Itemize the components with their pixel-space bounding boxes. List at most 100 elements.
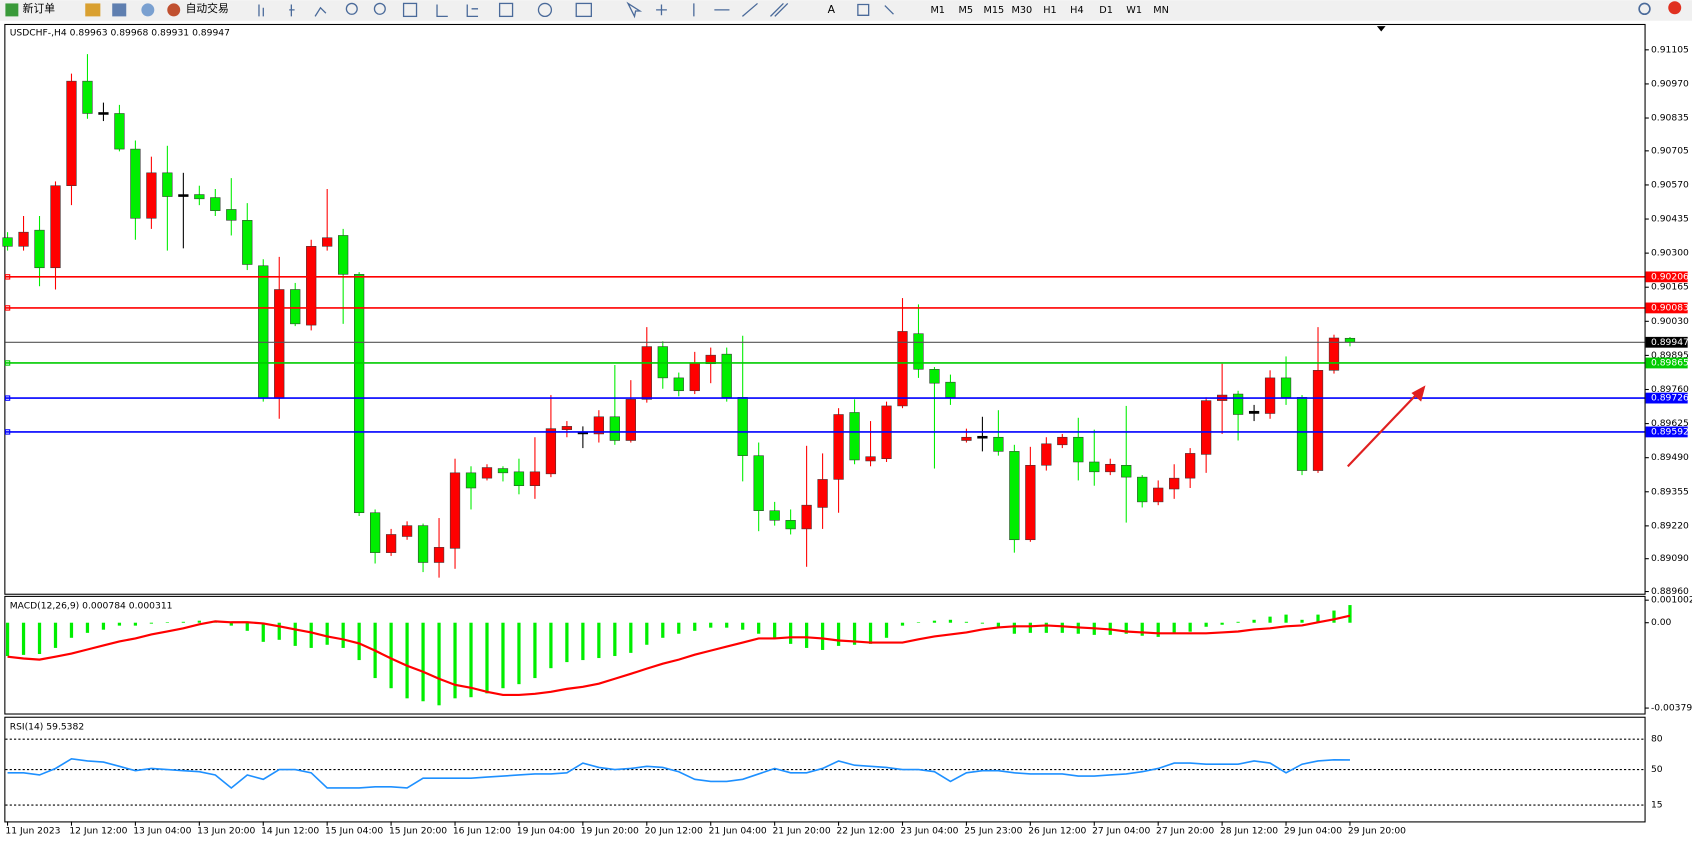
level-label-bg bbox=[1645, 302, 1688, 314]
x-tick-label: 29 Jun 20:00 bbox=[1348, 826, 1406, 837]
level-marker bbox=[4, 395, 11, 401]
chart-type-icons[interactable] bbox=[258, 4, 327, 17]
x-tick-label: 13 Jun 04:00 bbox=[133, 826, 191, 837]
candle-body bbox=[801, 504, 812, 530]
x-tick-label: 19 Jun 04:00 bbox=[517, 826, 575, 837]
candle-body bbox=[1328, 337, 1340, 371]
candle-body bbox=[481, 467, 493, 479]
y-tick-label: 0.91105 bbox=[1651, 44, 1689, 55]
drawing-tools[interactable] bbox=[626, 1, 894, 19]
macd-bar bbox=[149, 622, 154, 624]
auto-trade-icon[interactable] bbox=[167, 3, 181, 17]
plot: 0.91105 0.90970 0.90835 0.90705 0.90570 0.904… bbox=[2, 44, 1692, 837]
close: 0.89947 bbox=[192, 27, 230, 38]
text-tool[interactable]: A bbox=[828, 3, 836, 16]
x-tick-label: 16 Jun 12:00 bbox=[453, 826, 511, 837]
toolbar-icon[interactable] bbox=[141, 3, 155, 17]
new-order-button[interactable]: 新订单 bbox=[23, 2, 56, 15]
new-order-icon[interactable] bbox=[5, 3, 19, 17]
timeframe-button[interactable]: D1 bbox=[1099, 5, 1113, 16]
candle-body bbox=[306, 246, 317, 326]
candle-body bbox=[977, 435, 988, 439]
macd-bar bbox=[341, 622, 345, 648]
candle-body bbox=[18, 231, 29, 247]
candle-body bbox=[1009, 451, 1020, 541]
timeframe-button[interactable]: H1 bbox=[1043, 5, 1056, 16]
timeframe-button[interactable]: M30 bbox=[1012, 5, 1033, 16]
candle-body bbox=[114, 113, 125, 150]
macd-bar bbox=[661, 622, 665, 638]
scroll-icons[interactable] bbox=[436, 4, 479, 18]
candle-body bbox=[1232, 393, 1244, 415]
auto-trade-button[interactable]: 自动交易 bbox=[186, 2, 229, 15]
macd-bar bbox=[469, 622, 473, 698]
timeframe-button[interactable]: M1 bbox=[930, 5, 945, 16]
y-tick-label: 0.89220 bbox=[1651, 520, 1689, 531]
indicators[interactable] bbox=[498, 2, 514, 18]
timeframe-button[interactable]: W1 bbox=[1126, 5, 1142, 16]
macd-bar bbox=[453, 622, 457, 699]
y-tick-label: 50 bbox=[1651, 764, 1663, 775]
templates[interactable] bbox=[575, 2, 592, 18]
y-tick-label: 0.89625 bbox=[1651, 418, 1689, 429]
candle-body bbox=[242, 220, 253, 265]
candle-body bbox=[1137, 476, 1148, 503]
macd-bar bbox=[37, 622, 42, 654]
zoom-out[interactable] bbox=[373, 2, 386, 15]
candle-body bbox=[993, 436, 1004, 452]
arrow-shaft bbox=[1346, 394, 1417, 468]
toolbar-icon[interactable] bbox=[85, 3, 101, 17]
macd-bar bbox=[165, 622, 169, 623]
candle-body bbox=[258, 265, 269, 399]
macd-bar bbox=[501, 622, 505, 689]
candle-body bbox=[1169, 477, 1180, 490]
timeframe-button[interactable]: M5 bbox=[959, 5, 974, 16]
bid-label: 0.89947 bbox=[1651, 337, 1689, 348]
candle-body bbox=[1041, 443, 1052, 466]
level-label: 0.89592 bbox=[1651, 426, 1689, 437]
x-tick-label: 25 Jun 23:00 bbox=[964, 826, 1022, 837]
chart-header: USDCHF-,H4 0.89963 0.89968 0.89931 0.899… bbox=[10, 27, 230, 38]
y-tick-label: 0.00 bbox=[1651, 617, 1672, 628]
candle-body bbox=[2, 237, 13, 247]
macd-bar bbox=[405, 622, 409, 699]
candle-body bbox=[130, 148, 141, 219]
y-tick-label: 15 bbox=[1651, 800, 1663, 811]
x-tick-label: 22 Jun 12:00 bbox=[836, 826, 894, 837]
toolbar-bg bbox=[0, 0, 1692, 21]
candle-body bbox=[1105, 463, 1116, 473]
y-tick-label: 0.001002 bbox=[1651, 595, 1692, 606]
macd-panel bbox=[4, 595, 1646, 715]
toolbar-icon[interactable] bbox=[112, 3, 127, 17]
x-tick-label: 20 Jun 12:00 bbox=[645, 826, 703, 837]
macd-bar bbox=[437, 622, 441, 706]
macd-bar bbox=[117, 622, 122, 626]
notifications[interactable] bbox=[1668, 1, 1682, 15]
candle-body bbox=[1201, 400, 1212, 455]
candle-body bbox=[497, 468, 509, 474]
macd-bar bbox=[181, 621, 185, 623]
search[interactable] bbox=[1638, 2, 1651, 16]
open: 0.89963 bbox=[70, 27, 108, 38]
tile-windows[interactable] bbox=[402, 2, 418, 18]
timeframe-button[interactable]: H4 bbox=[1070, 5, 1083, 16]
symbol: USDCHF-,H4 bbox=[10, 27, 67, 38]
rsi-value: 59.5382 bbox=[46, 721, 84, 732]
candle-body bbox=[753, 455, 764, 511]
candle-body bbox=[1121, 464, 1132, 478]
x-tick-label: 26 Jun 12:00 bbox=[1028, 826, 1086, 837]
macd-bar bbox=[517, 622, 521, 685]
x-tick-label: 27 Jun 04:00 bbox=[1092, 826, 1150, 837]
high: 0.89968 bbox=[110, 27, 148, 38]
zoom-in[interactable] bbox=[345, 2, 358, 15]
macd-bar bbox=[757, 622, 761, 634]
candle-body bbox=[274, 289, 285, 399]
timeframe-button[interactable]: MN bbox=[1153, 5, 1169, 16]
periods[interactable] bbox=[537, 2, 553, 18]
level-label: 0.89726 bbox=[1651, 393, 1689, 404]
candle-body bbox=[290, 289, 301, 325]
x-tick-label: 12 Jun 12:00 bbox=[69, 826, 127, 837]
timeframe-button[interactable]: M15 bbox=[983, 5, 1004, 16]
macd-bar bbox=[836, 622, 841, 646]
macd-bar bbox=[741, 622, 745, 630]
